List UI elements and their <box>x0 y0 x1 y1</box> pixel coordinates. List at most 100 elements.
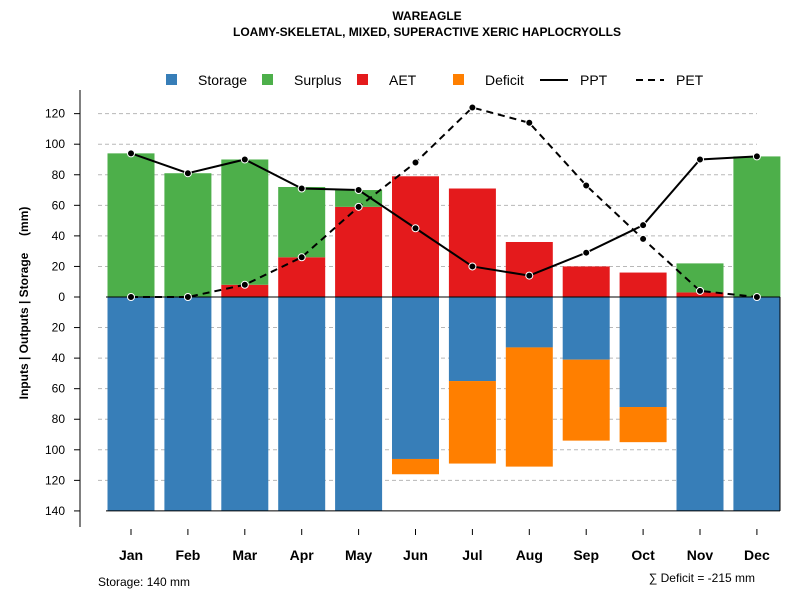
aet-bar-sep <box>562 266 610 297</box>
storage-bar-jan <box>107 297 155 511</box>
legend-label-surplus: Surplus <box>294 72 341 88</box>
storage-bar-nov <box>676 297 724 511</box>
storage-bar-may <box>335 297 383 511</box>
y-tick-label: 100 <box>45 137 65 151</box>
y-tick-label: 40 <box>52 351 66 365</box>
x-tick-label-oct: Oct <box>631 547 655 563</box>
ppt-point-apr <box>297 184 306 193</box>
deficit-bar-jul <box>448 381 496 464</box>
ppt-point-jul <box>468 262 477 271</box>
deficit-bar-jun <box>392 458 439 475</box>
ppt-point-dec <box>752 152 761 161</box>
aet-bar-jul <box>448 188 496 297</box>
aet-bar-apr <box>278 257 326 297</box>
x-tick-label-mar: Mar <box>232 547 257 563</box>
chart-subtitle: LOAMY-SKELETAL, MIXED, SUPERACTIVE XERIC… <box>233 25 621 39</box>
y-tick-label: 120 <box>45 107 65 121</box>
pet-point-mar <box>240 280 249 289</box>
surplus-bar-mar <box>221 159 269 285</box>
x-tick-label-feb: Feb <box>175 547 200 563</box>
legend-label-aet: AET <box>389 72 417 88</box>
series-lines <box>127 103 761 301</box>
legend-swatch-aet <box>357 74 368 85</box>
x-tick-label-aug: Aug <box>516 547 543 563</box>
storage-bar-oct <box>619 297 667 408</box>
y-tick-label: 140 <box>45 504 65 518</box>
y-axis-label: Inputs | Outputs | Storage (mm) <box>17 207 31 400</box>
aet-bar-jun <box>392 176 439 297</box>
storage-bar-aug <box>505 297 553 348</box>
deficit-bar-oct <box>619 407 667 443</box>
x-tick-label-jun: Jun <box>403 547 428 563</box>
ppt-point-mar <box>240 155 249 164</box>
x-tick-label-dec: Dec <box>744 547 770 563</box>
pet-point-jul <box>468 103 477 112</box>
pet-point-dec <box>752 293 761 301</box>
x-tick-label-apr: Apr <box>290 547 315 563</box>
y-tick-label: 120 <box>45 473 65 487</box>
storage-bar-dec <box>733 297 781 511</box>
storage-bar-apr <box>278 297 326 511</box>
pet-point-jan <box>127 293 135 301</box>
pet-point-oct <box>639 234 648 243</box>
storage-bar-mar <box>221 297 269 511</box>
surplus-bar-apr <box>278 186 326 258</box>
legend-swatch-deficit <box>453 74 464 85</box>
storage-annotation: Storage: 140 mm <box>98 575 190 589</box>
x-tick-label-jan: Jan <box>119 547 143 563</box>
chart-title: WAREAGLE <box>392 9 461 23</box>
y-tick-label: 0 <box>58 290 65 304</box>
ppt-point-jan <box>127 149 135 158</box>
pet-point-aug <box>525 118 534 127</box>
pet-point-sep <box>582 181 591 190</box>
surplus-bar-dec <box>733 156 781 297</box>
ppt-point-nov <box>696 155 704 164</box>
deficit-annotation: ∑ Deficit = -215 mm <box>649 571 755 585</box>
legend: Storage Surplus AET Deficit PPT PET <box>166 72 704 88</box>
ppt-point-may <box>354 186 363 195</box>
pet-point-feb <box>183 293 192 301</box>
x-tick-label-sep: Sep <box>573 547 599 563</box>
storage-bar-jul <box>448 297 496 382</box>
legend-label-storage: Storage <box>198 72 247 88</box>
bars <box>106 153 781 512</box>
deficit-bar-aug <box>505 347 553 467</box>
deficit-bar-sep <box>562 359 610 441</box>
x-tick-label-jul: Jul <box>462 547 482 563</box>
axes: 120 100 80 60 40 20 0 20 40 60 80 100 120 140 Jan Feb Ma… <box>45 90 770 563</box>
storage-bar-sep <box>562 297 610 360</box>
y-tick-label: 100 <box>45 443 65 457</box>
ppt-point-jun <box>411 224 420 233</box>
aet-bar-oct <box>619 272 667 297</box>
y-tick-label: 60 <box>52 198 66 212</box>
x-tick-label-may: May <box>345 547 372 563</box>
pet-point-may <box>354 202 363 211</box>
ppt-point-oct <box>639 221 648 230</box>
surplus-bar-feb <box>164 173 212 297</box>
storage-bar-feb <box>164 297 212 511</box>
surplus-bar-may <box>335 190 383 207</box>
ppt-line <box>130 152 757 277</box>
ppt-point-feb <box>183 169 192 178</box>
legend-label-deficit: Deficit <box>485 72 524 88</box>
ppt-point-aug <box>525 271 534 280</box>
legend-label-ppt: PPT <box>580 72 608 88</box>
y-tick-label: 80 <box>52 168 66 182</box>
y-tick-label: 60 <box>52 382 66 396</box>
legend-label-pet: PET <box>676 72 704 88</box>
y-tick-label: 40 <box>52 229 66 243</box>
pet-point-apr <box>297 253 306 262</box>
y-tick-label: 20 <box>52 321 66 335</box>
legend-swatch-surplus <box>262 74 273 85</box>
y-tick-label: 80 <box>52 412 66 426</box>
surplus-bar-jan <box>107 153 155 297</box>
legend-swatch-storage <box>166 74 177 85</box>
y-tick-label: 20 <box>52 259 66 273</box>
x-tick-label-nov: Nov <box>687 547 714 563</box>
ppt-point-sep <box>582 248 591 257</box>
pet-line <box>131 106 758 298</box>
pet-point-nov <box>696 286 704 295</box>
storage-bar-jun <box>392 297 439 459</box>
pet-point-jun <box>411 158 420 167</box>
